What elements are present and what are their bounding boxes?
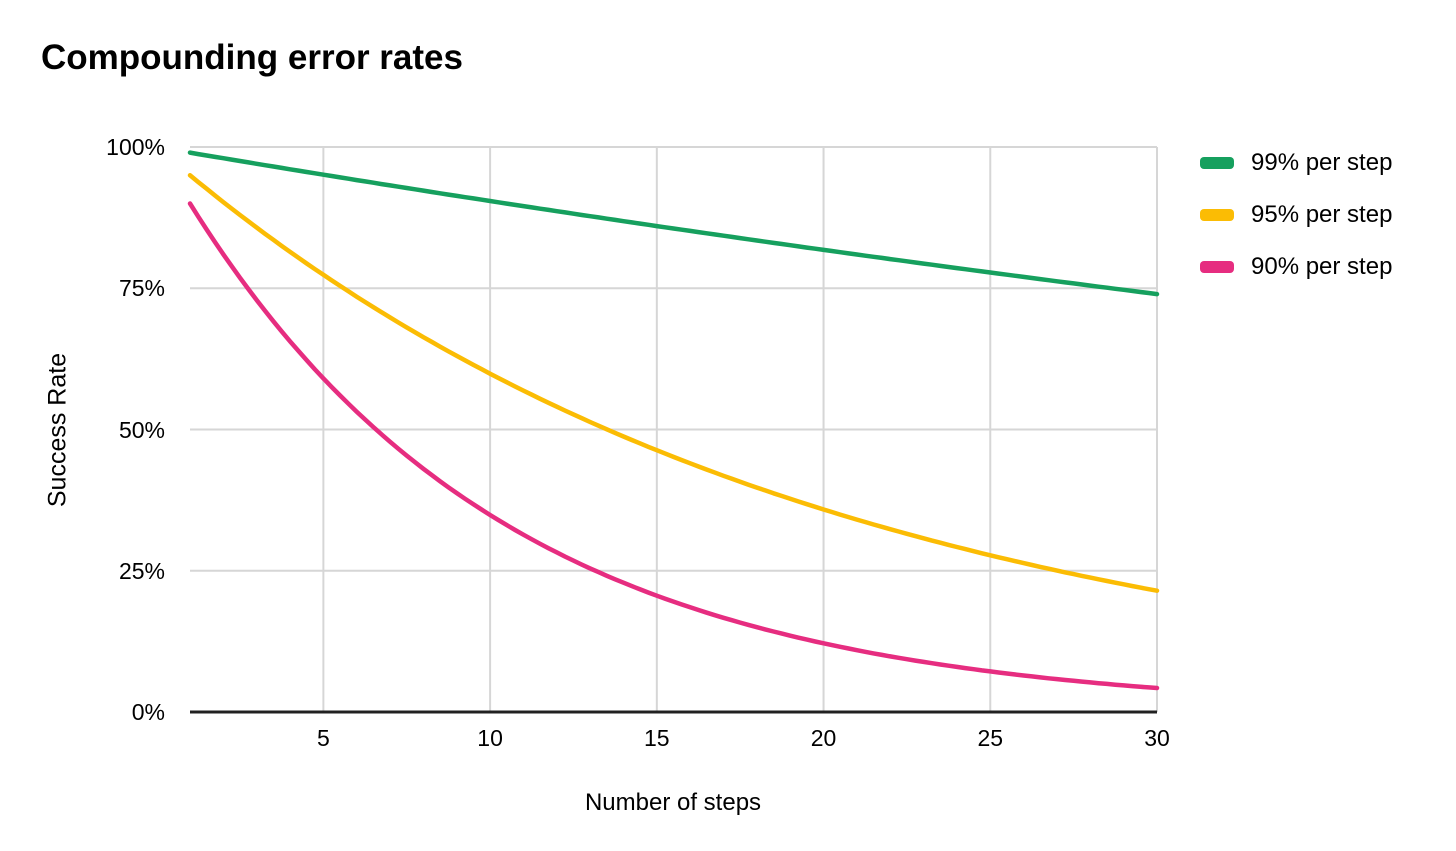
legend-item: 95% per step <box>1200 199 1392 230</box>
series-line <box>187 150 1160 297</box>
x-tick-label: 30 <box>1144 725 1170 751</box>
legend-swatch-95-icon <box>1200 208 1234 221</box>
chart-title: Compounding error rates <box>41 38 463 77</box>
legend-item: 90% per step <box>1200 251 1392 282</box>
y-tick-label: 75% <box>118 275 165 302</box>
legend-swatch-90-icon <box>1200 260 1234 273</box>
y-tick-label: 0% <box>131 699 165 725</box>
y-tick-label: 50% <box>118 416 165 443</box>
legend-label: 99% per step <box>1251 148 1393 176</box>
legend: 99% per step 95% per step 90% per step <box>1200 147 1392 303</box>
x-tick-label: 15 <box>644 725 670 751</box>
x-tick-label: 10 <box>477 725 503 751</box>
legend-item: 99% per step <box>1200 147 1392 178</box>
x-tick-label: 20 <box>810 725 837 751</box>
legend-label: 95% per step <box>1251 200 1393 228</box>
legend-swatch-99-icon <box>1200 156 1234 169</box>
y-tick-label: 25% <box>118 557 165 584</box>
series-line <box>187 173 1160 593</box>
x-tick-label: 25 <box>977 725 1004 751</box>
x-tick-label: 5 <box>316 725 330 751</box>
y-tick-label: 100% <box>106 134 165 160</box>
series-line <box>187 201 1160 691</box>
y-axis-title: Success Rate <box>43 352 72 508</box>
x-axis-title: Number of steps <box>584 789 762 816</box>
legend-label: 90% per step <box>1251 252 1393 280</box>
